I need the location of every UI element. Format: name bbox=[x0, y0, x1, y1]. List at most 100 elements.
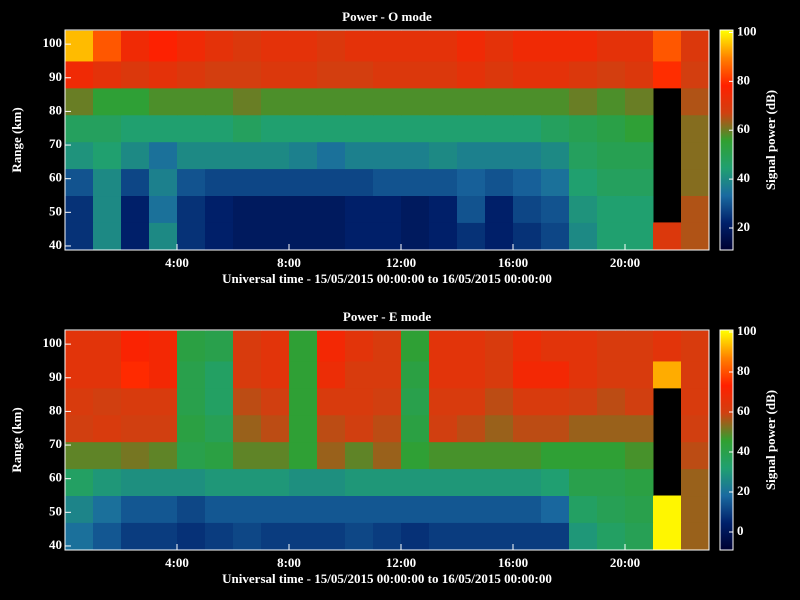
heatmap-cell bbox=[261, 468, 290, 497]
colorbar-step bbox=[720, 104, 733, 107]
colorbar-step bbox=[720, 204, 733, 207]
heatmap-cell bbox=[93, 468, 122, 497]
colorbar-step bbox=[720, 164, 733, 167]
heatmap-cell bbox=[541, 222, 570, 250]
colorbar-step bbox=[720, 40, 733, 43]
y-tick-label: 70 bbox=[49, 436, 62, 451]
heatmap-cell bbox=[65, 30, 94, 62]
heatmap-cell bbox=[597, 441, 626, 470]
heatmap-cell bbox=[121, 141, 150, 170]
heatmap-cell bbox=[177, 441, 206, 470]
heatmap-cell bbox=[597, 522, 626, 550]
colorbar-step bbox=[720, 68, 733, 71]
y-tick-label: 80 bbox=[49, 402, 62, 417]
heatmap-cell bbox=[345, 222, 374, 250]
heatmap-cell bbox=[317, 495, 346, 523]
heatmap-cell bbox=[541, 522, 570, 550]
heatmap-cell bbox=[149, 87, 178, 116]
heatmap-cell bbox=[457, 195, 486, 223]
heatmap-cell bbox=[513, 195, 542, 223]
heatmap-cell bbox=[289, 441, 318, 470]
heatmap-cell bbox=[429, 60, 458, 89]
colorbar-step bbox=[720, 500, 733, 503]
colorbar-step bbox=[720, 344, 733, 347]
colorbar-step bbox=[720, 220, 733, 223]
heatmap-cell bbox=[373, 195, 402, 223]
heatmap-cell bbox=[485, 495, 514, 523]
colorbar-step bbox=[720, 466, 733, 469]
colorbar-step bbox=[720, 506, 733, 509]
colorbar-step bbox=[720, 240, 733, 243]
heatmap-cell bbox=[261, 222, 290, 250]
colorbar-step bbox=[720, 366, 733, 369]
colorbar-step bbox=[720, 518, 733, 521]
colorbar-step bbox=[720, 136, 733, 139]
colorbar-step bbox=[720, 358, 733, 361]
colorbar-step bbox=[720, 166, 733, 169]
colorbar-step bbox=[720, 334, 733, 337]
colorbar-step bbox=[720, 72, 733, 75]
heatmap-cell bbox=[401, 30, 430, 62]
heatmap-cell bbox=[317, 522, 346, 550]
heatmap-cell bbox=[345, 330, 374, 362]
heatmap-cell bbox=[681, 222, 710, 250]
heatmap-cell bbox=[401, 330, 430, 362]
colorbar-step bbox=[720, 514, 733, 517]
heatmap-cell bbox=[681, 141, 710, 170]
heatmap-cell bbox=[457, 441, 486, 470]
heatmap-cell bbox=[121, 441, 150, 470]
heatmap-cell bbox=[681, 330, 710, 362]
colorbar-step bbox=[720, 196, 733, 199]
colorbar-step bbox=[720, 42, 733, 45]
heatmap-cell bbox=[485, 522, 514, 550]
heatmap-cell bbox=[485, 360, 514, 389]
heatmap-cell bbox=[429, 360, 458, 389]
colorbar-step bbox=[720, 426, 733, 429]
colorbar-step bbox=[720, 206, 733, 209]
heatmap-cell bbox=[513, 114, 542, 143]
heatmap-cell bbox=[569, 522, 598, 550]
heatmap-cell bbox=[401, 195, 430, 223]
heatmap-cell bbox=[317, 30, 346, 62]
colorbar-step bbox=[720, 34, 733, 37]
colorbar-step bbox=[720, 94, 733, 97]
colorbar-step bbox=[720, 454, 733, 457]
heatmap-cell bbox=[541, 87, 570, 116]
colorbar-step bbox=[720, 122, 733, 125]
heatmap-cell bbox=[485, 141, 514, 170]
y-axis-label: Range (km) bbox=[9, 107, 24, 172]
colorbar-step bbox=[720, 430, 733, 433]
heatmap-cell bbox=[177, 330, 206, 362]
colorbar-step bbox=[720, 182, 733, 185]
heatmap-cell bbox=[149, 468, 178, 497]
x-axis-label: Universal time - 15/05/2015 00:00:00 to … bbox=[222, 571, 552, 586]
colorbar-step bbox=[720, 546, 733, 549]
heatmap-cell bbox=[345, 441, 374, 470]
heatmap-cell bbox=[653, 360, 682, 389]
heatmap-cell bbox=[261, 114, 290, 143]
colorbar-step bbox=[720, 134, 733, 137]
colorbar-step bbox=[720, 476, 733, 479]
colorbar-label: Signal power (dB) bbox=[763, 390, 778, 490]
heatmap-cell bbox=[681, 114, 710, 143]
heatmap-cell bbox=[317, 441, 346, 470]
heatmap-cell bbox=[93, 168, 122, 197]
heatmap-cell bbox=[65, 360, 94, 389]
heatmap-cell bbox=[485, 414, 514, 443]
heatmap-cell bbox=[289, 87, 318, 116]
heatmap-cell bbox=[233, 387, 262, 416]
heatmap-cell bbox=[457, 30, 486, 62]
x-tick-label: 4:00 bbox=[165, 555, 189, 570]
heatmap-cell bbox=[205, 468, 234, 497]
heatmap-cell bbox=[513, 330, 542, 362]
heatmap-cell bbox=[233, 441, 262, 470]
colorbar-step bbox=[720, 372, 733, 375]
heatmap-cell bbox=[261, 87, 290, 116]
heatmap-cell bbox=[289, 168, 318, 197]
colorbar-step bbox=[720, 354, 733, 357]
heatmap-cell bbox=[205, 168, 234, 197]
heatmap-cell bbox=[205, 441, 234, 470]
colorbar-step bbox=[720, 468, 733, 471]
heatmap-cell bbox=[65, 468, 94, 497]
heatmap-cell bbox=[681, 195, 710, 223]
